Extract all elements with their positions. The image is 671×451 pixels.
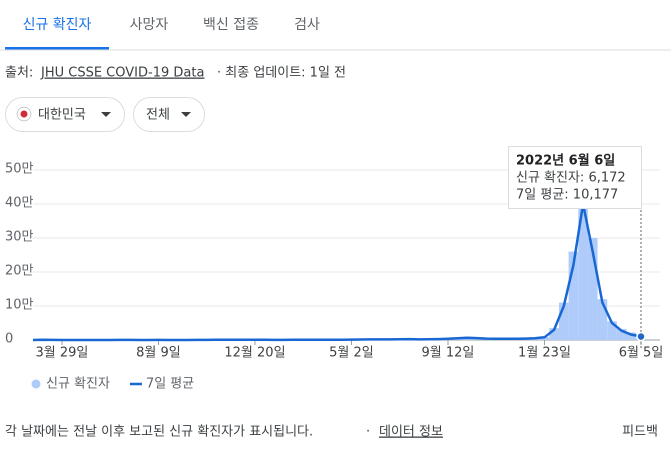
bar	[597, 299, 608, 340]
tab[interactable]: 신규 확진자	[23, 17, 92, 33]
bar	[549, 328, 559, 340]
bar	[568, 251, 579, 340]
tooltip	[508, 146, 642, 209]
dropdown-arrow	[101, 112, 111, 117]
x-tick-label: 5월 2일	[329, 346, 374, 361]
line	[32, 202, 642, 342]
tab[interactable]: 검사	[294, 17, 320, 33]
x-tick-label: 8월 9일	[136, 346, 181, 361]
x-tick-label: 9월 12일	[422, 346, 475, 361]
bar	[558, 302, 569, 340]
chart: 0 10만 20만 30만 40만 50만 3월 29일 8월 9일 12월 20일 5월 2일 9…	[5, 162, 663, 361]
tab[interactable]: 사망자	[130, 17, 169, 33]
filter-chip[interactable]	[133, 97, 205, 132]
x-tick-label: 1월 23일	[518, 346, 571, 361]
feedback[interactable]: 피드백	[622, 425, 658, 440]
bar	[616, 329, 627, 340]
y-tick-label: 40만	[5, 196, 34, 211]
end-marker	[636, 331, 646, 342]
updated: · 최종 업데이트: 1일 전	[217, 66, 346, 81]
source-link[interactable]: JHU CSSE COVID-19 Data	[40, 66, 204, 81]
legend-label: 신규 확진자	[46, 377, 110, 392]
source-prefix: 출처:	[5, 66, 33, 81]
bar	[578, 176, 588, 340]
bar	[607, 321, 617, 340]
x-tick-label: 3월 29일	[36, 346, 89, 361]
tooltip-line: 7일 평균: 10,177	[516, 188, 618, 203]
tooltip-date: 2022년 6월 6일	[516, 153, 615, 169]
legend-label: 7일 평균	[146, 377, 194, 392]
filter-chip[interactable]	[5, 97, 125, 132]
footer-note: 각 날짜에는 전날 이후 보고된 신규 확진자가 표시됩니다.	[5, 425, 313, 440]
bar	[626, 332, 637, 340]
legend: 신규 확진자 7일 평균	[31, 377, 194, 392]
tab[interactable]: 백신 접종	[203, 17, 259, 33]
y-tick-label: 10만	[5, 298, 34, 313]
legend-swatch	[31, 379, 41, 389]
tab-indicator	[5, 47, 109, 50]
separator: ·	[366, 425, 370, 440]
x-tick-label: 12월 20일	[224, 346, 285, 361]
filter-label: 전체	[146, 108, 170, 123]
y-tick-label: 20만	[5, 264, 34, 279]
x-tick-label: 6월 5일	[619, 346, 664, 361]
y-tick-label: 0	[5, 332, 13, 347]
y-tick-label: 50만	[5, 162, 34, 177]
data-info-link[interactable]: 데이터 정보	[379, 425, 443, 440]
flag-icon	[20, 110, 28, 118]
filter-label: 대한민국	[38, 108, 86, 123]
dropdown-arrow	[181, 112, 191, 117]
y-tick-label: 30만	[5, 230, 34, 245]
bar	[587, 238, 598, 340]
tooltip-line: 신규 확진자: 6,172	[516, 171, 626, 186]
